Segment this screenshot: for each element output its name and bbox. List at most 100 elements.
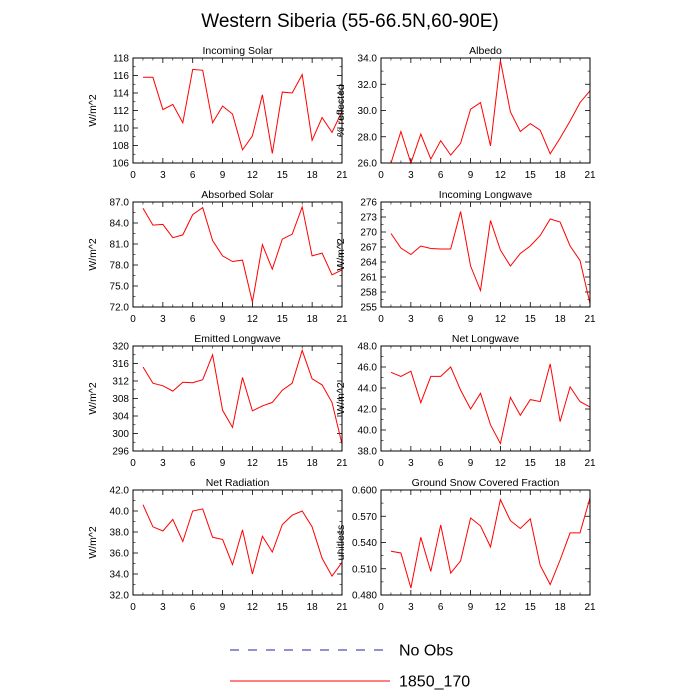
panel-ground-snow-covered-fraction: Ground Snow Covered Fraction unitless 0 3 6 9…: [335, 477, 596, 613]
x-tick-label: 15: [525, 170, 537, 181]
y-tick-label: 106: [112, 159, 129, 170]
x-tick-label: 0: [378, 170, 384, 181]
y-tick-label: 28.0: [358, 132, 378, 143]
x-tick-label: 21: [584, 602, 596, 613]
x-tick-label: 3: [160, 314, 166, 325]
x-tick-label: 18: [307, 602, 319, 613]
x-tick-label: 6: [438, 602, 444, 613]
y-tick-label: 44.0: [358, 384, 378, 395]
y-tick-label: 40.0: [110, 507, 130, 518]
x-tick-label: 9: [468, 170, 474, 181]
panel-incoming-solar: Incoming Solar W/m^2 0 3 6 9 12 15 18 21 106 108 110…: [87, 45, 348, 181]
y-tick-label: 30.0: [358, 106, 378, 117]
x-tick-label: 6: [438, 314, 444, 325]
panels: Incoming Solar W/m^2 0 3 6 9 12 15 18 21 106 108 110…: [87, 45, 596, 613]
x-tick-label: 0: [130, 602, 136, 613]
x-tick-label: 15: [277, 458, 289, 469]
x-tick-label: 6: [438, 170, 444, 181]
y-tick-label: 42.0: [110, 486, 130, 497]
y-tick-label: 0.600: [352, 486, 377, 497]
x-tick-label: 6: [190, 458, 196, 469]
y-tick-label: 48.0: [358, 342, 378, 353]
y-tick-label: 42.0: [358, 405, 378, 416]
y-tick-label: 316: [112, 359, 129, 370]
x-tick-label: 3: [160, 602, 166, 613]
y-tick-label: 108: [112, 141, 129, 152]
x-tick-label: 12: [247, 170, 259, 181]
series-line-1850-170: [390, 497, 591, 589]
y-tick-label: 87.0: [110, 198, 130, 209]
legend-label-no-obs: No Obs: [399, 643, 453, 660]
x-tick-label: 21: [336, 602, 348, 613]
panel-net-longwave: Net Longwave W/m^2 0 3 6 9 12 15 18 21 38.0 40.0 42.…: [335, 333, 596, 469]
x-tick-label: 9: [468, 602, 474, 613]
panel-title: Ground Snow Covered Fraction: [412, 477, 560, 489]
x-tick-label: 9: [468, 458, 474, 469]
y-axis-label: W/m^2: [335, 238, 347, 271]
x-tick-label: 0: [130, 314, 136, 325]
y-tick-label: 258: [360, 288, 377, 299]
x-tick-label: 21: [336, 170, 348, 181]
plot-frame: [132, 57, 343, 164]
x-tick-label: 0: [130, 458, 136, 469]
panel-title: Net Longwave: [452, 333, 519, 345]
y-axis-label: W/m^2: [335, 382, 347, 415]
x-tick-label: 18: [555, 458, 567, 469]
x-tick-label: 18: [555, 314, 567, 325]
y-axis-label: W/m^2: [87, 238, 99, 271]
y-tick-label: 114: [113, 89, 129, 100]
series-line-1850-170: [142, 348, 343, 445]
y-axis-label: W/m^2: [87, 526, 99, 559]
y-tick-label: 320: [112, 342, 129, 353]
x-tick-label: 9: [220, 458, 226, 469]
x-tick-label: 6: [190, 314, 196, 325]
x-tick-label: 0: [378, 602, 384, 613]
y-tick-label: 112: [113, 106, 129, 117]
x-tick-label: 6: [438, 458, 444, 469]
x-tick-label: 12: [495, 170, 507, 181]
series-line-1850-170: [390, 363, 591, 446]
panel-absorbed-solar: Absorbed Solar W/m^2 0 3 6 9 12 15 18 21 72.0 75.0 7…: [87, 189, 348, 325]
y-tick-label: 296: [112, 447, 129, 458]
series-line-1850-170: [390, 211, 591, 304]
y-tick-label: 84.0: [110, 219, 130, 230]
panel-emitted-longwave: Emitted Longwave W/m^2 0 3 6 9 12 15 18 21 296 300 3…: [87, 333, 348, 469]
panel-incoming-longwave: Incoming Longwave W/m^2 0 3 6 9 12 15 18 21 255 258…: [335, 189, 596, 325]
y-tick-label: 276: [360, 198, 377, 209]
x-tick-label: 12: [495, 602, 507, 613]
y-tick-label: 255: [360, 303, 377, 314]
series-line-1850-170: [143, 68, 343, 154]
x-tick-label: 21: [336, 458, 348, 469]
x-tick-label: 15: [525, 458, 537, 469]
x-tick-label: 21: [336, 314, 348, 325]
y-tick-label: 36.0: [110, 549, 130, 560]
figure-title: Western Siberia (55-66.5N,60-90E): [201, 11, 498, 32]
plot-frame: [132, 345, 343, 452]
legend-label-1850-170: 1850_170: [399, 674, 470, 691]
x-tick-label: 18: [307, 170, 319, 181]
y-tick-label: 38.0: [110, 528, 130, 539]
y-axis-label: W/m^2: [87, 382, 99, 415]
x-tick-label: 15: [525, 602, 537, 613]
x-tick-label: 18: [555, 602, 567, 613]
x-tick-label: 3: [160, 170, 166, 181]
x-tick-label: 12: [247, 458, 259, 469]
legend: No Obs 1850_170: [230, 643, 470, 691]
y-tick-label: 46.0: [358, 363, 378, 374]
x-tick-label: 6: [190, 602, 196, 613]
x-tick-label: 12: [247, 602, 259, 613]
y-tick-label: 40.0: [358, 426, 378, 437]
x-tick-label: 3: [408, 458, 414, 469]
x-tick-label: 0: [378, 458, 384, 469]
panel-title: Albedo: [469, 45, 502, 57]
x-tick-label: 15: [277, 314, 289, 325]
series-line-1850-170: [390, 60, 591, 165]
y-tick-label: 308: [112, 394, 129, 405]
x-tick-label: 9: [220, 170, 226, 181]
x-tick-label: 18: [555, 170, 567, 181]
plot-frame: [132, 489, 343, 596]
plot-frame: [380, 57, 591, 164]
y-tick-label: 312: [112, 377, 129, 388]
x-tick-label: 9: [220, 602, 226, 613]
